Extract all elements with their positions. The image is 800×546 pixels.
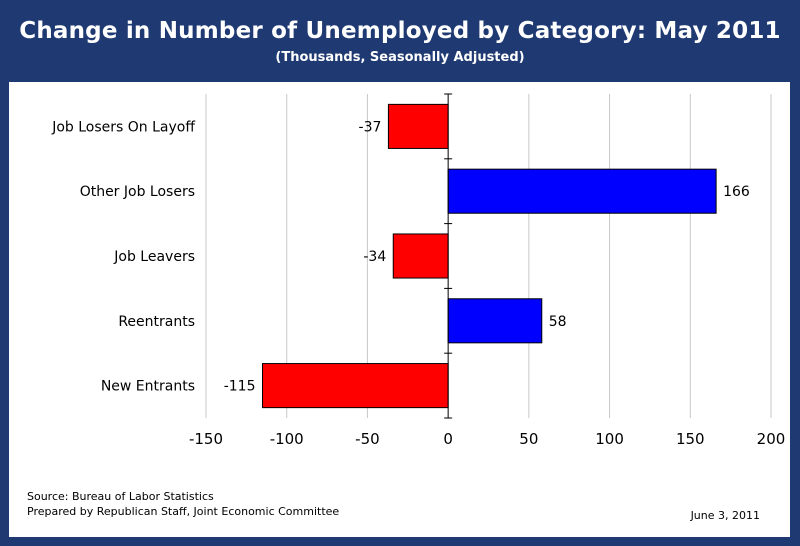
bar-2 — [392, 233, 449, 279]
data-label-3: 58 — [549, 314, 567, 330]
x-tick-label-1: -100 — [270, 430, 304, 448]
category-label-2: Job Leavers — [113, 249, 195, 265]
x-tick-label-6: 150 — [676, 430, 705, 448]
bar-1 — [447, 168, 717, 214]
data-label-4: -115 — [224, 379, 256, 395]
bar-0 — [387, 103, 449, 149]
x-tick-label-7: 200 — [757, 430, 786, 448]
category-label-1: Other Job Losers — [80, 184, 195, 200]
chart-subtitle: (Thousands, Seasonally Adjusted) — [275, 50, 525, 65]
x-tick-label-4: 50 — [519, 430, 538, 448]
chart-date: June 3, 2011 — [690, 509, 760, 522]
x-tick-label-3: 0 — [443, 430, 453, 448]
category-label-3: Reentrants — [118, 314, 195, 330]
data-label-2: -34 — [363, 249, 386, 265]
bar-3 — [447, 298, 543, 344]
chart-header: Change in Number of Unemployed by Catego… — [0, 0, 800, 82]
category-label-4: New Entrants — [101, 379, 195, 395]
source-note: Source: Bureau of Labor Statistics — [27, 490, 214, 503]
prepared-by-note: Prepared by Republican Staff, Joint Econ… — [27, 505, 340, 518]
chart-title: Change in Number of Unemployed by Catego… — [19, 18, 781, 44]
category-label-0: Job Losers On Layoff — [51, 119, 195, 135]
chart-panel: -37 Job Losers On Layoff 166 Other Job Lose… — [9, 82, 790, 537]
x-tick-label-2: -50 — [355, 430, 380, 448]
data-label-1: 166 — [723, 184, 750, 200]
x-tick-label-5: 100 — [595, 430, 624, 448]
x-tick-label-0: -150 — [189, 430, 223, 448]
bar-chart: -37 Job Losers On Layoff 166 Other Job Lose… — [51, 93, 786, 448]
data-label-0: -37 — [359, 119, 382, 135]
bar-4 — [262, 363, 449, 409]
